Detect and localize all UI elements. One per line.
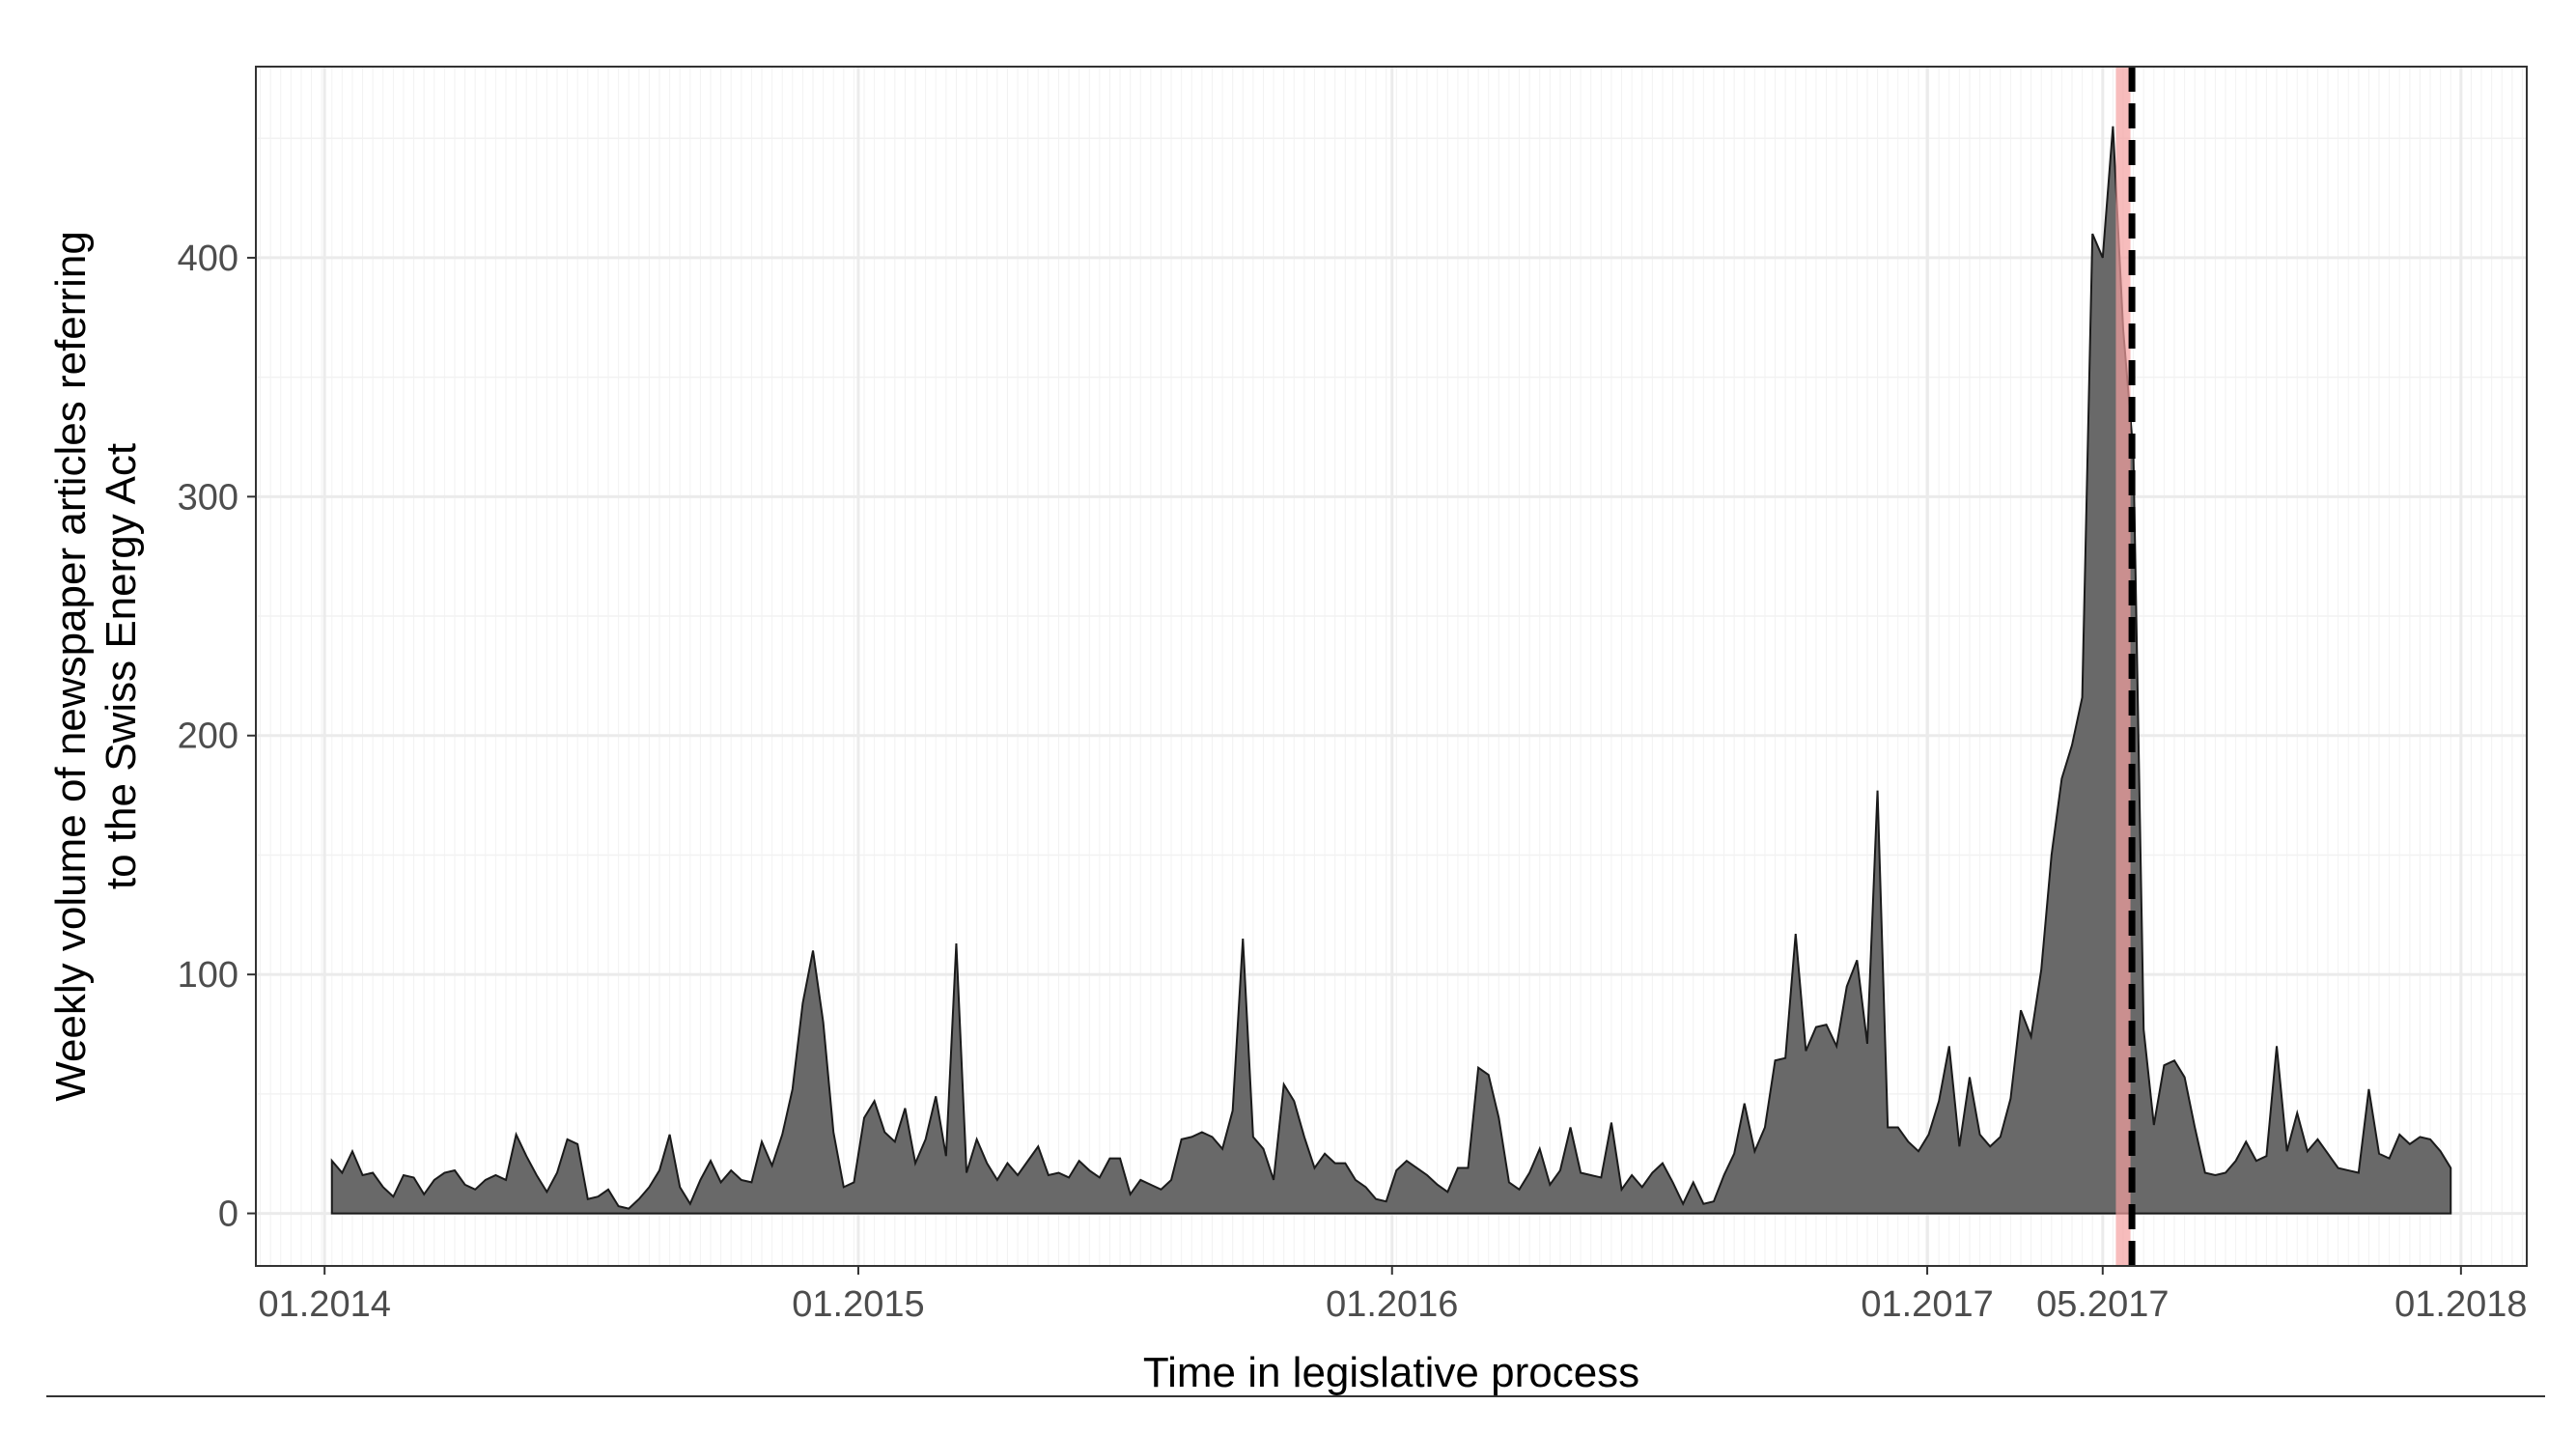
y-tick-label: 400 — [178, 239, 238, 279]
y-tick-label: 0 — [218, 1194, 238, 1235]
area-series — [330, 126, 2452, 1215]
y-axis-title: Weekly volume of newspaper articles refe… — [47, 231, 145, 1102]
x-tick-label: 01.2015 — [792, 1284, 924, 1325]
highlight-band — [2115, 67, 2131, 1266]
y-axis-ticks: 0 100 200 300 400 — [178, 239, 256, 1235]
y-tick-label: 100 — [178, 955, 238, 996]
x-tick-label: 01.2014 — [258, 1284, 390, 1325]
area-layer — [330, 126, 2452, 1215]
x-tick-label: 01.2017 — [1861, 1284, 1993, 1325]
x-tick-label: 05.2017 — [2036, 1284, 2169, 1325]
x-axis-ticks: 01.2014 01.2015 01.2016 01.2017 05.2017 01.20… — [258, 1266, 2528, 1325]
y-axis-title-line: to the Swiss Energy Act — [98, 443, 145, 889]
x-axis-title: Time in legislative process — [1143, 1349, 1639, 1396]
y-tick-label: 200 — [178, 716, 238, 757]
x-tick-label: 01.2016 — [1326, 1284, 1458, 1325]
y-axis-title-line: Weekly volume of newspaper articles refe… — [47, 231, 95, 1102]
y-tick-label: 300 — [178, 477, 238, 518]
x-tick-label: 01.2018 — [2394, 1284, 2527, 1325]
